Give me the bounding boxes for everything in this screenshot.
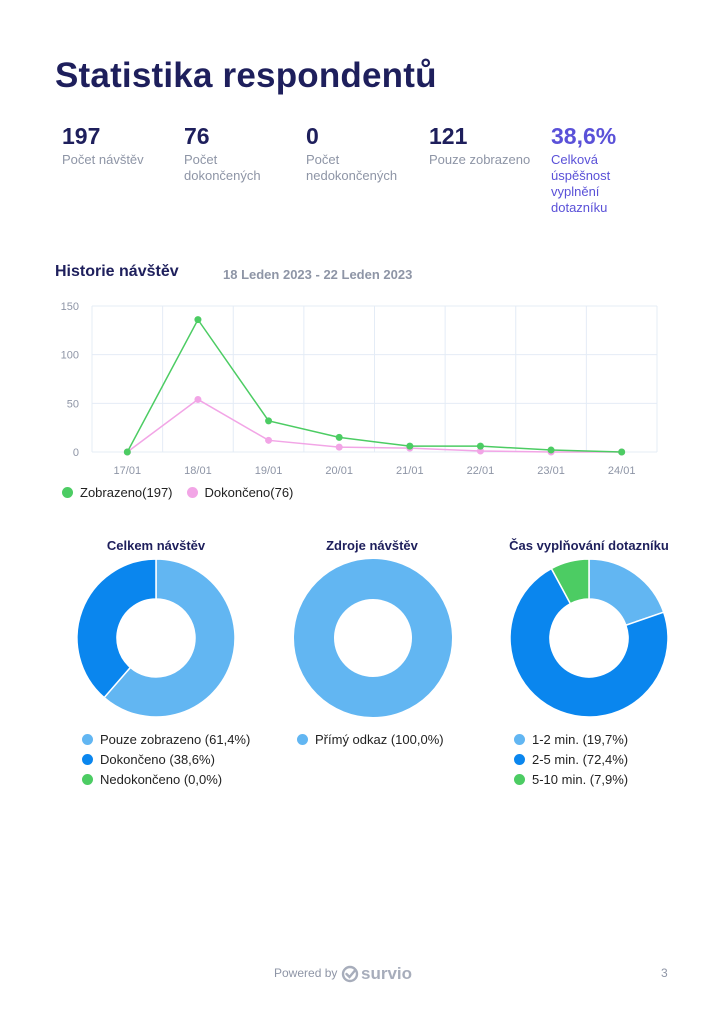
stat-viewed-only: 121 Pouze zobrazeno bbox=[429, 122, 547, 168]
x-tick-label: 24/01 bbox=[608, 465, 636, 477]
stat-label: Počet dokončených bbox=[184, 152, 261, 183]
legend-item[interactable]: Zobrazeno(197) bbox=[62, 485, 173, 500]
stat-value: 0 bbox=[306, 123, 319, 149]
donut-slice[interactable] bbox=[550, 558, 590, 605]
line-chart-legend: Zobrazeno(197) Dokončeno(76) bbox=[62, 485, 307, 500]
legend-dot-icon bbox=[82, 733, 93, 745]
data-point[interactable] bbox=[123, 448, 131, 456]
donut-title-time: Čas vyplňování dotazníku bbox=[509, 538, 669, 553]
stat-label: Počet návštěv bbox=[62, 152, 144, 167]
visits-line-chart: 0 50 100 150 17/01 18/01 19/01 20/01 21/01 22/01 2… bbox=[61, 301, 658, 477]
legend-label: 5-10 min. (7,9%) bbox=[532, 771, 629, 787]
data-point[interactable] bbox=[265, 436, 273, 444]
footer: Powered by survio 3 bbox=[0, 963, 724, 985]
donut-legend-sources: Přímý odkaz (100,0%) bbox=[297, 729, 444, 749]
survio-logo-mark-icon bbox=[341, 965, 359, 983]
data-point[interactable] bbox=[335, 443, 343, 451]
donut-slice[interactable] bbox=[509, 567, 669, 718]
y-tick-label: 150 bbox=[61, 301, 79, 313]
data-point[interactable] bbox=[406, 442, 414, 450]
legend-item: Dokončeno (38,6%) bbox=[82, 749, 250, 769]
stat-incomplete: 0 Počet nedokončených bbox=[306, 122, 406, 184]
x-tick-label: 21/01 bbox=[396, 465, 424, 477]
y-tick-label: 0 bbox=[73, 447, 79, 459]
legend-dot-icon bbox=[514, 773, 525, 785]
donut-chart-total bbox=[76, 558, 236, 718]
donut-title-sources: Zdroje návštěv bbox=[326, 538, 418, 553]
legend-label: 2-5 min. (72,4%) bbox=[532, 751, 629, 767]
x-tick-label: 19/01 bbox=[255, 465, 283, 477]
data-point[interactable] bbox=[265, 417, 273, 425]
series-line bbox=[126, 318, 622, 453]
stat-value: 76 bbox=[184, 123, 210, 149]
legend-item: 1-2 min. (19,7%) bbox=[514, 729, 628, 749]
legend-item: Nedokončeno (0,0%) bbox=[82, 769, 250, 789]
legend-label: Nedokončeno (0,0%) bbox=[100, 771, 223, 787]
legend-dot-icon bbox=[297, 733, 308, 745]
legend-dot-icon bbox=[82, 773, 93, 785]
x-tick-label: 22/01 bbox=[467, 465, 495, 477]
history-title: Historie návštěv bbox=[55, 263, 179, 280]
stat-value: 38,6% bbox=[551, 123, 617, 149]
legend-item: 5-10 min. (7,9%) bbox=[514, 769, 628, 789]
survio-wordmark: survio bbox=[361, 964, 412, 983]
donut-title-total: Celkem návštěv bbox=[106, 538, 206, 553]
history-date-range: 18 Leden 2023 - 22 Leden 2023 bbox=[223, 267, 413, 282]
powered-by-text: Powered by bbox=[274, 966, 338, 980]
survio-logo[interactable]: survio bbox=[341, 963, 425, 985]
y-tick-label: 100 bbox=[61, 350, 79, 362]
donut-chart-sources bbox=[294, 559, 452, 717]
legend-dot-icon bbox=[514, 753, 525, 765]
page-number: 3 bbox=[661, 966, 668, 980]
data-point[interactable] bbox=[476, 442, 484, 450]
legend-dot-icon bbox=[62, 487, 73, 498]
stat-success-rate: 38,6% Celková úspěšnost vyplnění dotazní… bbox=[551, 122, 627, 216]
donut-legend-time: 1-2 min. (19,7%) 2-5 min. (72,4%) 5-10 m… bbox=[514, 729, 628, 789]
legend-label: Dokončeno(76) bbox=[204, 485, 294, 500]
series-zobrazeno-197- bbox=[123, 316, 626, 456]
donut-chart-time bbox=[509, 558, 669, 718]
legend-dot-icon bbox=[514, 733, 525, 745]
series-line bbox=[126, 398, 622, 453]
data-point[interactable] bbox=[194, 316, 202, 324]
data-point[interactable] bbox=[335, 433, 343, 441]
stat-value: 197 bbox=[62, 123, 101, 149]
donut-slice[interactable] bbox=[103, 558, 236, 718]
y-tick-label: 50 bbox=[67, 398, 79, 410]
legend-item: Přímý odkaz (100,0%) bbox=[297, 729, 444, 749]
data-point[interactable] bbox=[194, 395, 202, 403]
legend-label: Zobrazeno(197) bbox=[80, 485, 173, 500]
donut-legend-total: Pouze zobrazeno (61,4%) Dokončeno (38,6%… bbox=[82, 729, 250, 789]
data-point[interactable] bbox=[618, 448, 626, 456]
legend-item: 2-5 min. (72,4%) bbox=[514, 749, 628, 769]
x-tick-label: 17/01 bbox=[114, 465, 142, 477]
legend-item: Pouze zobrazeno (61,4%) bbox=[82, 729, 250, 749]
page-title: Statistika respondentů bbox=[55, 56, 437, 95]
x-tick-label: 18/01 bbox=[184, 465, 212, 477]
data-point[interactable] bbox=[476, 447, 484, 455]
donut-slice[interactable] bbox=[294, 559, 452, 717]
legend-dot-icon bbox=[186, 487, 198, 498]
stat-label: Celková úspěšnost vyplnění dotazníku bbox=[551, 152, 611, 215]
data-point[interactable] bbox=[547, 446, 555, 454]
legend-label: Přímý odkaz (100,0%) bbox=[315, 731, 444, 747]
stat-label: Pouze zobrazeno bbox=[429, 152, 531, 167]
survio-check-icon bbox=[345, 969, 356, 979]
stat-label: Počet nedokončených bbox=[306, 152, 398, 183]
legend-dot-icon bbox=[82, 753, 93, 765]
legend-label: Pouze zobrazeno (61,4%) bbox=[100, 731, 251, 747]
stat-completed: 76 Počet dokončených bbox=[184, 122, 284, 184]
stat-visits: 197 Počet návštěv bbox=[62, 122, 180, 168]
legend-item[interactable]: Dokončeno(76) bbox=[186, 485, 294, 500]
x-tick-label: 20/01 bbox=[325, 465, 353, 477]
legend-label: 1-2 min. (19,7%) bbox=[532, 731, 629, 747]
x-tick-label: 23/01 bbox=[537, 465, 565, 477]
donut-slice[interactable] bbox=[76, 558, 157, 699]
chart-grid bbox=[91, 305, 658, 453]
stat-value: 121 bbox=[429, 123, 468, 149]
legend-label: Dokončeno (38,6%) bbox=[100, 751, 215, 767]
